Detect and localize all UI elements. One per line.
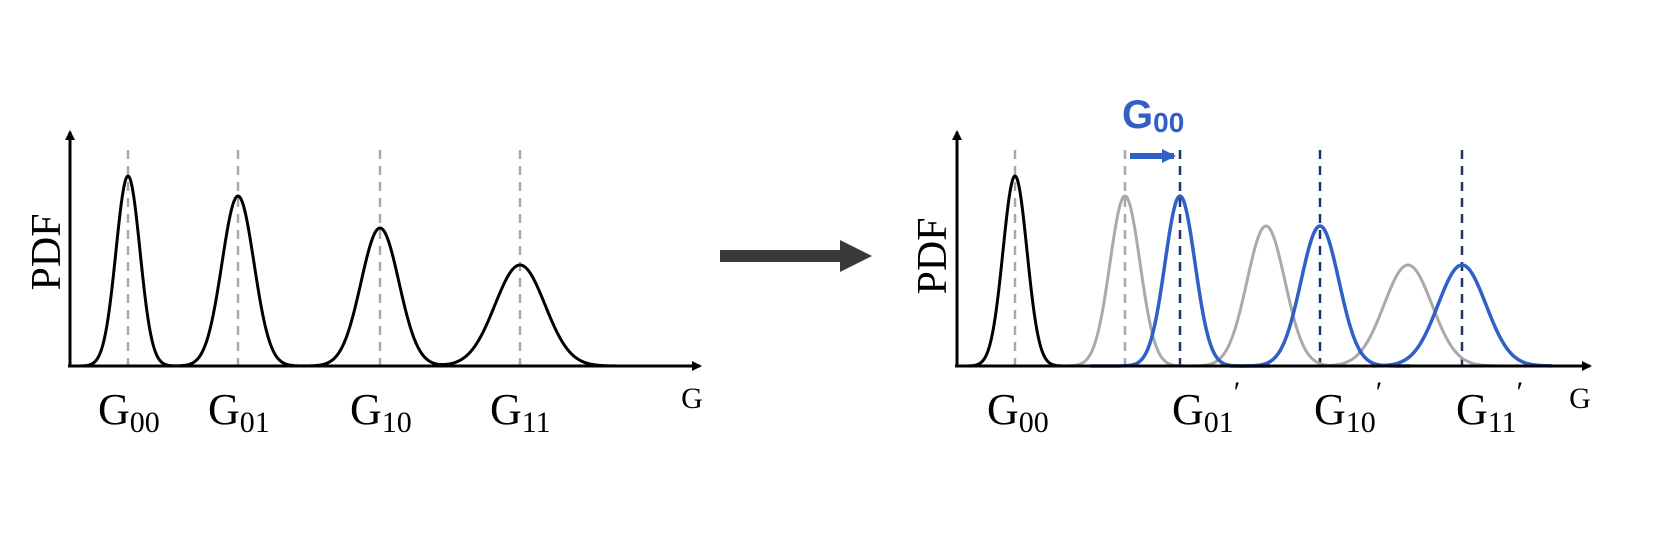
right-original-curve: [1175, 224, 1357, 368]
right-level-guides: [1013, 150, 1464, 366]
left-level-label-g00: G00: [98, 385, 160, 439]
left-level-label-g01: G01: [208, 385, 270, 439]
left-level-label-g10: G10: [350, 385, 412, 439]
shift-label: G00: [1122, 93, 1184, 138]
right-level-label-g10-prime: G10′: [1314, 376, 1382, 439]
right-original-curve: [1317, 263, 1499, 368]
right-panel: PDF G G00 G00 G01′ G10′ G11′: [910, 93, 1592, 439]
left-x-axis-label: G: [681, 382, 703, 415]
right-level-label-g01-prime: G01′: [1172, 376, 1240, 439]
transition-arrow: [720, 240, 872, 272]
left-y-axis-label: PDF: [24, 213, 70, 290]
right-x-axis-label: G: [1569, 382, 1591, 415]
right-level-label-g00: G00: [987, 385, 1049, 439]
right-y-axis-label: PDF: [910, 217, 956, 294]
left-level-label-g11: G11: [490, 385, 551, 439]
right-shifted-curve: [1371, 263, 1553, 368]
left-level-guides: [126, 150, 522, 366]
left-panel: PDF G G00 G01 G10 G11: [24, 130, 703, 439]
right-level-label-g11-prime: G11′: [1456, 376, 1523, 439]
